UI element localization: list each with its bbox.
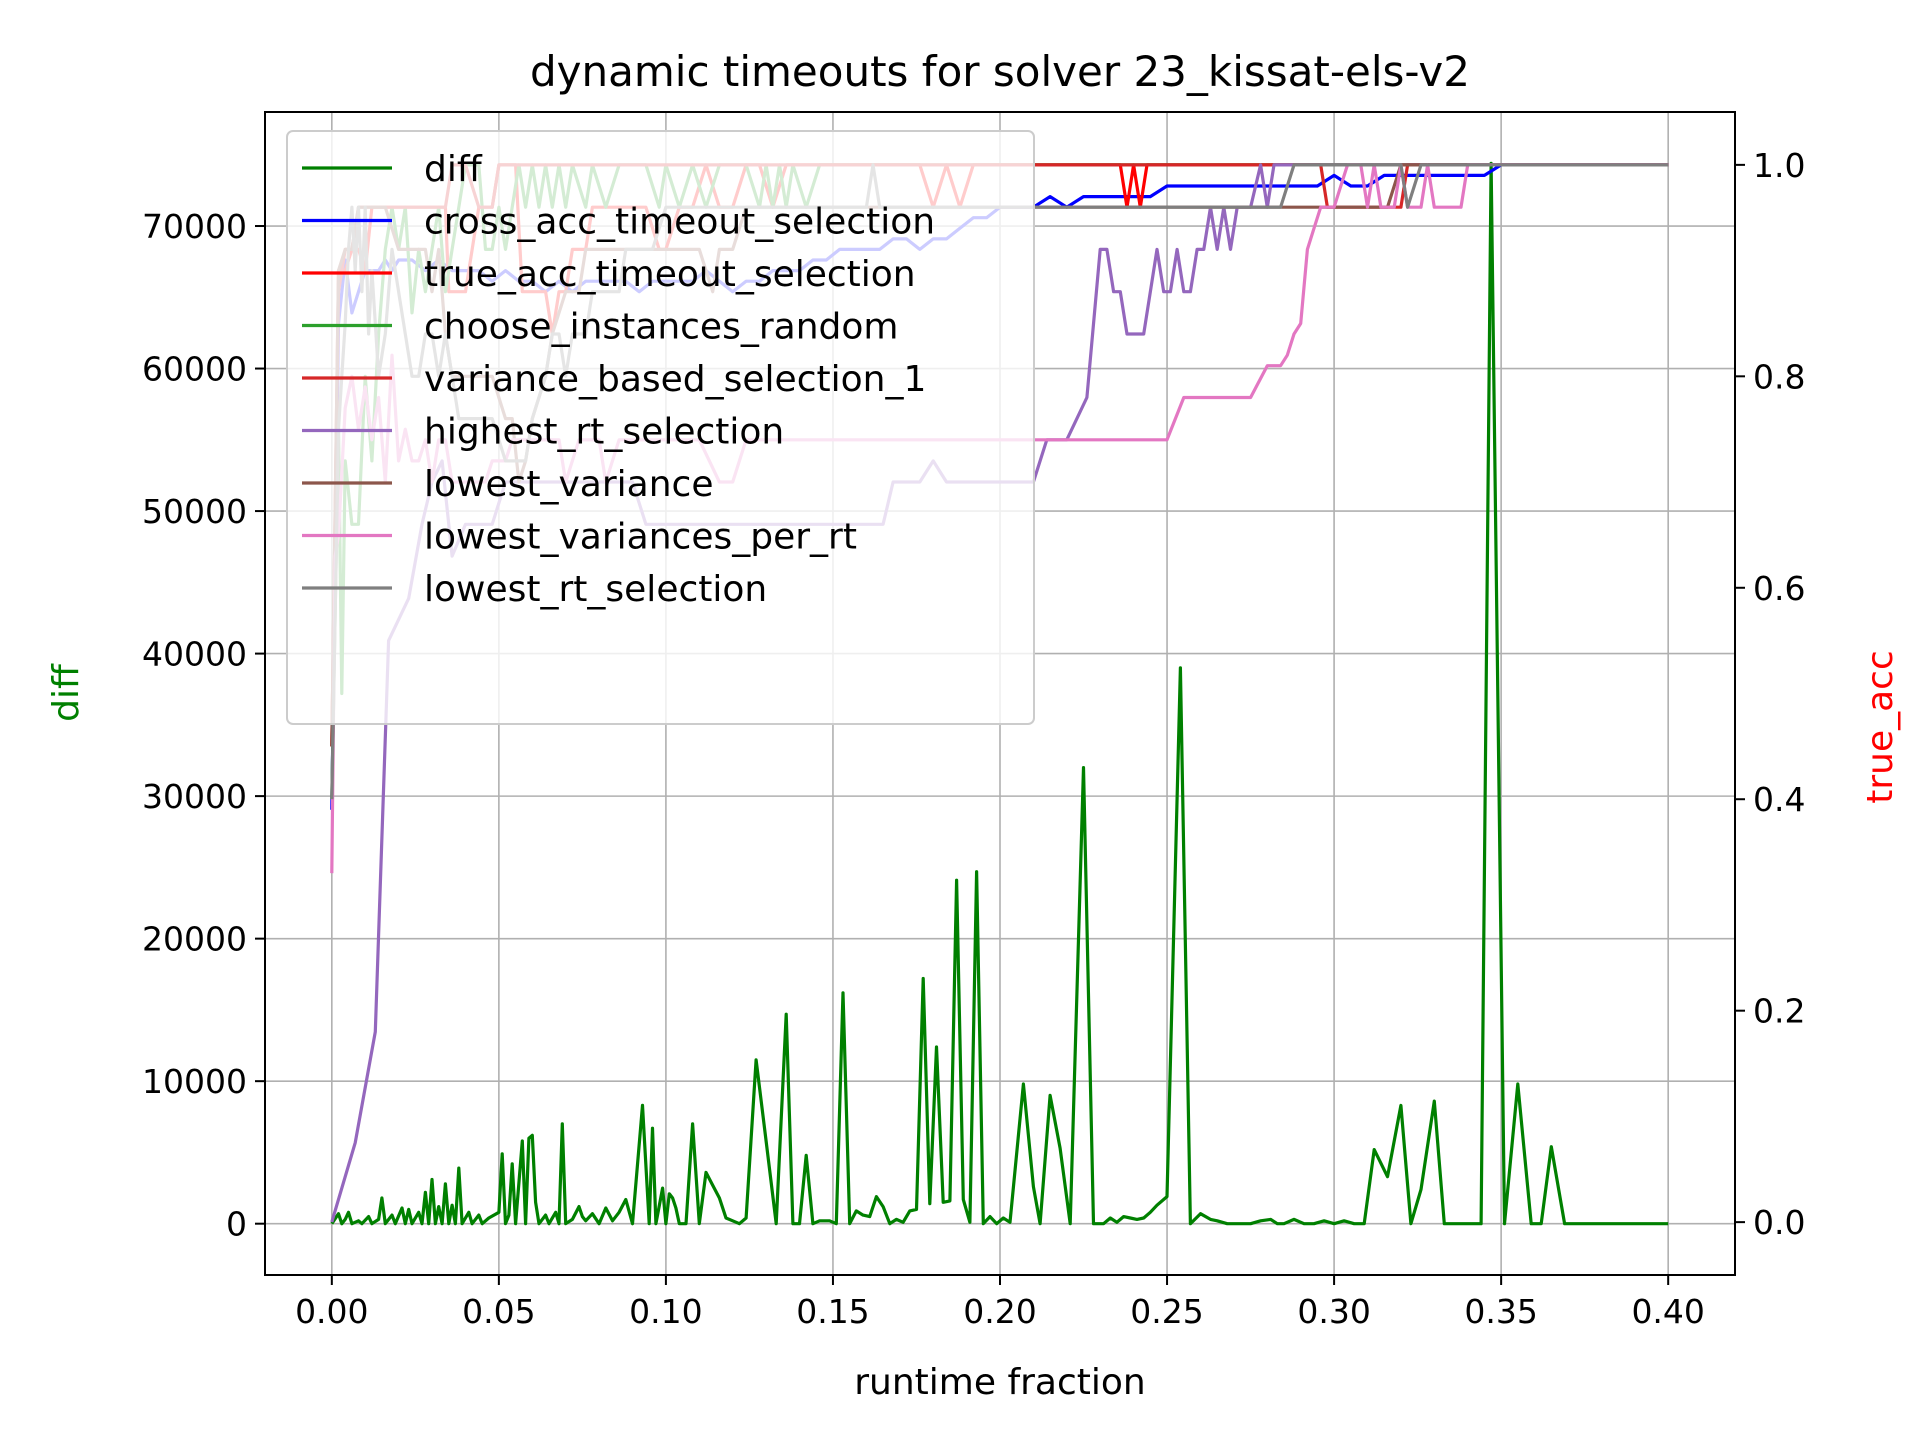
x-tick-label: 0.15 [796,1292,869,1331]
legend-label: choose_instances_random [424,307,898,348]
legend-label: lowest_rt_selection [424,569,767,610]
x-tick-label: 0.30 [1297,1292,1370,1331]
left-y-tick-label: 0 [226,1205,247,1244]
series-line-diff [330,161,1669,1226]
x-axis-ticks: 0.00 0.05 0.10 0.15 0.20 0.25 0.30 0.35 0.40 [295,1275,1705,1331]
legend-label: true_acc_timeout_selection [424,254,916,295]
right-y-axis-label: true_acc [1860,650,1901,804]
right-y-tick-label: 0.0 [1753,1203,1805,1242]
legend: diff cross_acc_timeout_selection true_acc_… [286,130,1035,725]
x-axis-label: runtime fraction [854,1362,1146,1403]
right-y-axis-ticks: 0.0 0.2 0.4 0.6 0.8 1.0 [1735,146,1805,1242]
legend-box [286,130,1035,725]
right-y-tick-label: 1.0 [1753,146,1805,185]
right-y-tick-label: 0.2 [1753,992,1805,1031]
right-y-tick-label: 0.6 [1753,569,1805,608]
x-tick-label: 0.35 [1464,1292,1537,1331]
x-tick-label: 0.40 [1631,1292,1704,1331]
left-y-tick-label: 40000 [142,635,247,674]
chart-title: dynamic timeouts for solver 23_kissat-el… [530,47,1470,96]
x-tick-label: 0.20 [963,1292,1036,1331]
left-y-tick-label: 30000 [142,777,247,816]
left-y-tick-label: 10000 [142,1062,247,1101]
legend-label: diff [424,149,483,190]
left-y-tick-label: 70000 [142,207,247,246]
left-y-tick-label: 20000 [142,920,247,959]
legend-label: lowest_variance [424,464,713,505]
legend-label: lowest_variances_per_rt [424,517,857,558]
x-tick-label: 0.10 [629,1292,702,1331]
x-tick-label: 0.05 [462,1292,535,1331]
right-y-tick-label: 0.4 [1753,780,1805,819]
left-y-axis-label: diff [46,663,87,722]
left-y-axis-ticks: 0 10000 20000 30000 40000 50000 60000 70000 [142,207,265,1244]
left-y-tick-label: 60000 [142,350,247,389]
legend-label: cross_acc_timeout_selection [424,202,935,243]
right-y-tick-label: 0.8 [1753,357,1805,396]
left-y-tick-label: 50000 [142,492,247,531]
x-tick-label: 0.25 [1130,1292,1203,1331]
x-tick-label: 0.00 [295,1292,368,1331]
legend-label: variance_based_selection_1 [424,359,926,400]
legend-label: highest_rt_selection [424,412,784,453]
